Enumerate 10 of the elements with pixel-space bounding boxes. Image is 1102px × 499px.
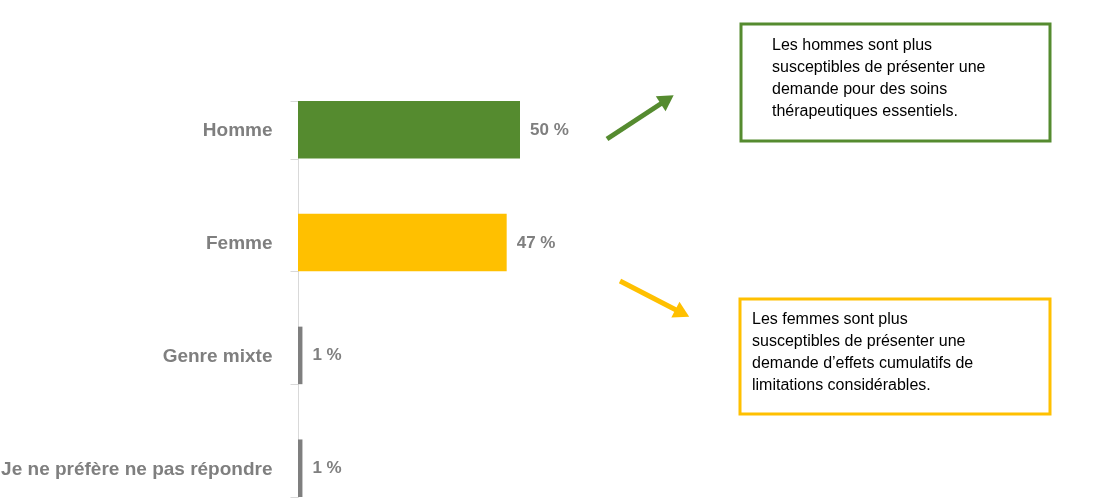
data-label: 50 %: [530, 119, 569, 139]
y-tick-label: Homme: [202, 119, 273, 141]
text: Les femmes sont plus susceptibles de présenter une demande d’effets cumulatifs de limitations considérables.: [752, 310, 974, 393]
y-tick-label: Je ne préfère ne pas répondre: [1, 457, 273, 479]
data-label: 1 %: [312, 345, 342, 365]
y-tick-label: Genre mixte: [162, 344, 273, 366]
y-tick-label: Femme: [205, 232, 273, 254]
data-label: 1 %: [312, 458, 342, 478]
data-label: 47 %: [516, 232, 556, 252]
text: Les hommes sont plus susceptibles de présenter une demande pour des soins thérapeutiques essentiels.: [772, 36, 986, 119]
